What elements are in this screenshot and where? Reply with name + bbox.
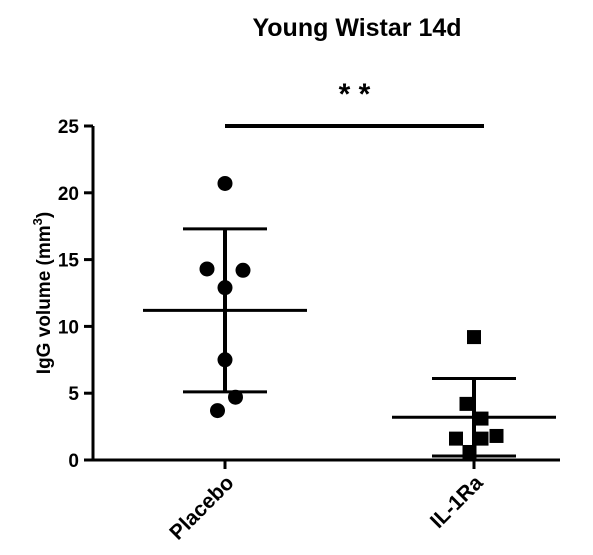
series-placebo bbox=[143, 175, 307, 419]
y-tick-label: 15 bbox=[58, 251, 80, 272]
data-point bbox=[217, 175, 233, 191]
series-il-1ra bbox=[392, 330, 556, 459]
significance-annotation: * * bbox=[225, 78, 484, 128]
data-point bbox=[210, 403, 225, 419]
axes: 0 5 10 15 20 25 Placebo IL-1Ra bbox=[58, 117, 560, 544]
significance-label: * * bbox=[339, 78, 371, 111]
data-point bbox=[217, 352, 233, 368]
chart-title: Young Wistar 14d bbox=[252, 14, 461, 42]
data-point bbox=[217, 280, 233, 296]
y-tick-label: 10 bbox=[58, 317, 79, 338]
data-point bbox=[474, 431, 489, 446]
data-point bbox=[449, 431, 463, 446]
data-marks bbox=[143, 175, 556, 459]
data-point bbox=[489, 428, 504, 443]
y-axis-label-superscript: 3 bbox=[30, 218, 45, 225]
y-tick-label: 5 bbox=[68, 384, 79, 405]
data-point bbox=[462, 444, 477, 459]
y-tick-label: 25 bbox=[58, 117, 80, 138]
y-axis-label-main: IgG volume (mm bbox=[34, 225, 55, 374]
data-point bbox=[474, 411, 489, 426]
data-point bbox=[467, 330, 481, 345]
data-point bbox=[199, 261, 215, 277]
x-tick-label: IL-1Ra bbox=[426, 471, 488, 533]
y-tick-label: 0 bbox=[68, 451, 79, 472]
y-axis-label: IgG volume (mm3) bbox=[30, 212, 55, 374]
data-point bbox=[235, 262, 251, 278]
y-axis-label-close: ) bbox=[34, 212, 55, 218]
x-tick-label: Placebo bbox=[165, 471, 238, 544]
y-tick-label: 20 bbox=[58, 184, 79, 205]
data-point bbox=[228, 389, 243, 405]
data-point bbox=[459, 396, 474, 411]
